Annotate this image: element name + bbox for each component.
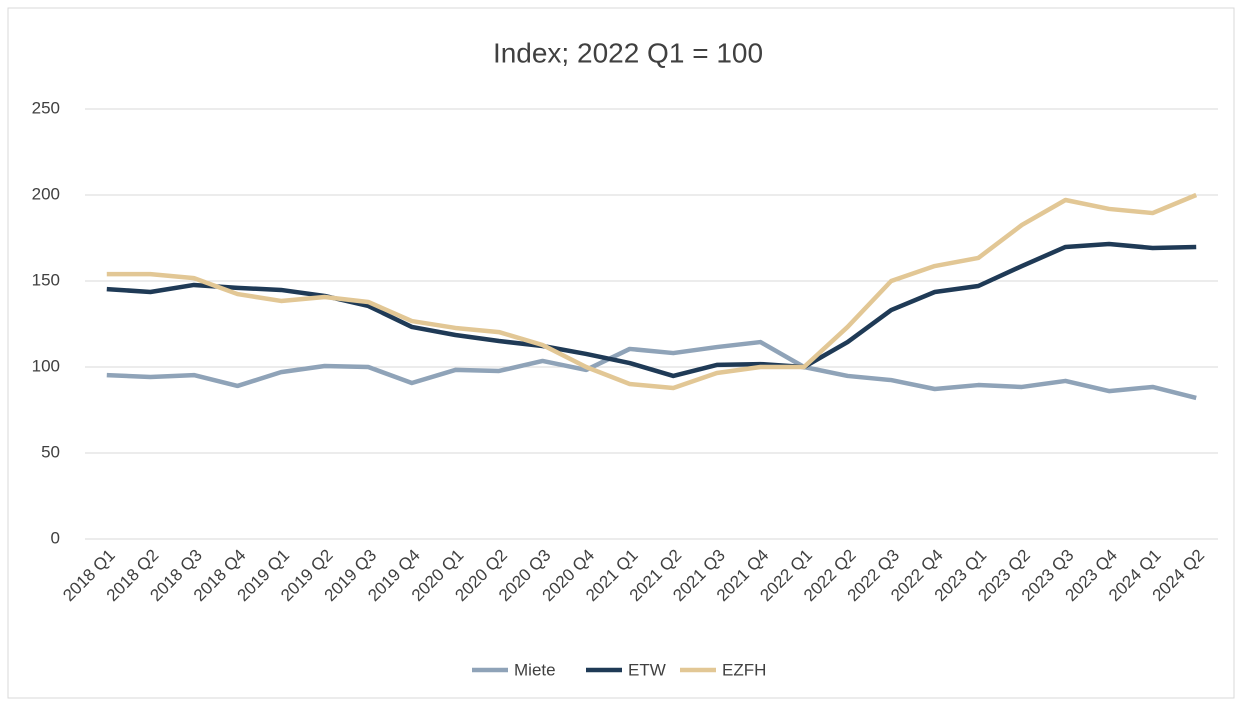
y-tick-label: 150 xyxy=(32,270,60,289)
series-line xyxy=(106,339,1197,401)
series-line xyxy=(106,192,1198,391)
y-tick-label: 100 xyxy=(32,356,60,375)
y-tick-label: 250 xyxy=(32,98,60,117)
series-line xyxy=(106,241,1197,379)
y-tick-label: 200 xyxy=(32,184,60,203)
legend-label: ETW xyxy=(628,660,666,679)
chart-border xyxy=(7,7,1235,699)
legend-label: EZFH xyxy=(722,660,766,679)
y-tick-label: 0 xyxy=(51,528,60,547)
y-tick-label: 50 xyxy=(41,442,60,461)
chart-title: Index; 2022 Q1 = 100 xyxy=(493,37,763,68)
legend-label: Miete xyxy=(514,660,556,679)
